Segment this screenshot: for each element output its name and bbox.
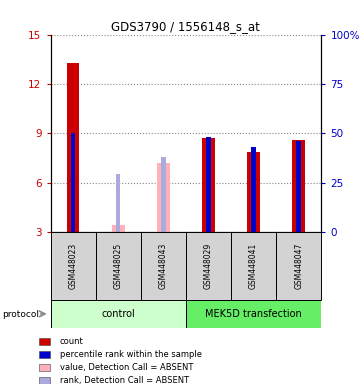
Bar [296, 141, 301, 232]
Text: rank, Detection Call = ABSENT: rank, Detection Call = ABSENT [60, 376, 189, 384]
Bar [39, 364, 51, 371]
Bar [206, 137, 211, 232]
Text: GSM448023: GSM448023 [69, 243, 78, 289]
Text: percentile rank within the sample: percentile rank within the sample [60, 350, 202, 359]
FancyBboxPatch shape [186, 300, 321, 328]
Text: GSM448047: GSM448047 [294, 243, 303, 289]
Text: value, Detection Call = ABSENT: value, Detection Call = ABSENT [60, 363, 193, 372]
Text: MEK5D transfection: MEK5D transfection [205, 309, 302, 319]
Bar [116, 174, 121, 232]
Bar [39, 377, 51, 384]
Bar [247, 152, 260, 232]
Text: GSM448041: GSM448041 [249, 243, 258, 289]
FancyBboxPatch shape [51, 300, 186, 328]
Bar [251, 147, 256, 232]
FancyBboxPatch shape [96, 232, 141, 300]
FancyBboxPatch shape [186, 232, 231, 300]
Title: GDS3790 / 1556148_s_at: GDS3790 / 1556148_s_at [112, 20, 260, 33]
FancyBboxPatch shape [276, 232, 321, 300]
Bar [67, 63, 79, 232]
Bar [161, 157, 166, 232]
Bar [71, 134, 75, 232]
Text: protocol: protocol [2, 310, 39, 319]
Bar [292, 140, 305, 232]
Bar [39, 351, 51, 358]
Text: count: count [60, 337, 84, 346]
Text: GSM448029: GSM448029 [204, 243, 213, 289]
Text: GSM448043: GSM448043 [159, 243, 168, 289]
Bar [202, 138, 215, 232]
FancyBboxPatch shape [141, 232, 186, 300]
Text: control: control [101, 309, 135, 319]
Bar [39, 338, 51, 345]
FancyBboxPatch shape [51, 232, 96, 300]
Text: GSM448025: GSM448025 [114, 243, 123, 289]
Bar [157, 163, 170, 232]
Bar [112, 225, 125, 232]
FancyBboxPatch shape [231, 232, 276, 300]
